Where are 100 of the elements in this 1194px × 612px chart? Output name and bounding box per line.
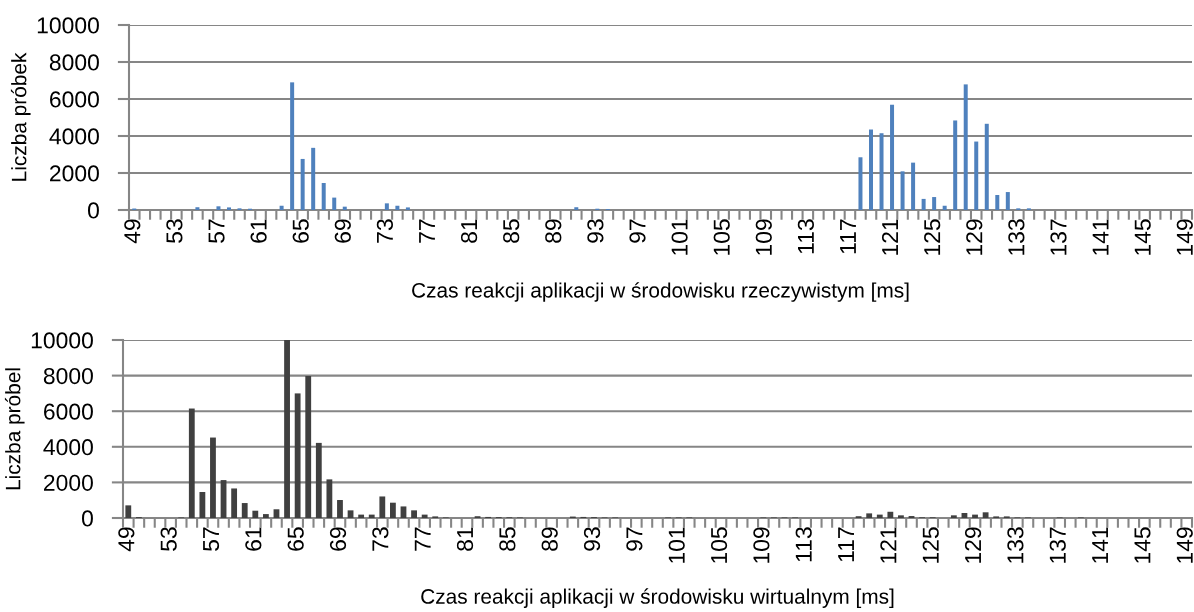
x-tick-label: 69	[334, 219, 351, 243]
x-tick-label: 121	[880, 527, 897, 563]
bar	[379, 496, 386, 518]
bar	[411, 510, 417, 518]
bar	[858, 157, 863, 210]
bar	[210, 437, 216, 518]
x-tick-label: 81	[456, 527, 474, 551]
bar	[125, 505, 132, 518]
bar	[405, 207, 410, 210]
bar	[421, 514, 428, 518]
bar	[337, 500, 343, 518]
bar	[898, 515, 904, 518]
y-tick-label: 2000	[44, 474, 93, 491]
bar	[252, 510, 259, 518]
x-tick-label: 85	[499, 527, 516, 551]
y-tick-label: 8000	[49, 54, 99, 71]
x-tick-label: 125	[924, 219, 941, 255]
x-tick-label: 133	[1008, 219, 1025, 255]
x-tick-label: 105	[710, 527, 728, 563]
x-tick-label: 101	[668, 527, 685, 563]
x-tick-label: 129	[966, 219, 983, 255]
x-tick-label: 121	[881, 219, 898, 255]
x-tick-label: 81	[460, 219, 478, 243]
x-tick-label: 93	[583, 527, 601, 551]
bar	[368, 514, 375, 518]
bar	[921, 198, 926, 210]
x-tick-label: 57	[208, 219, 225, 243]
x-tick-label: 105	[713, 219, 730, 255]
bar	[294, 393, 301, 518]
x-tick-label: 133	[1007, 527, 1024, 563]
x-tick-label: 117	[840, 219, 856, 254]
x-tick-label: 69	[329, 527, 347, 551]
x-tick-label: 65	[287, 527, 304, 551]
bar	[879, 133, 884, 210]
bar	[284, 340, 290, 518]
bar	[974, 141, 979, 210]
bar	[290, 82, 295, 210]
bar	[311, 147, 316, 210]
bar	[395, 205, 400, 210]
x-tick-label: 117	[838, 527, 854, 562]
y-axis-title: Liczba próbel	[4, 368, 25, 490]
x-tick-label: 89	[545, 219, 562, 243]
bar	[932, 197, 937, 210]
bar	[984, 123, 989, 210]
y-tick-label: 6000	[50, 91, 99, 108]
x-tick-label: 49	[118, 527, 135, 552]
bar	[982, 512, 989, 518]
bar	[900, 171, 905, 210]
x-tick-label: 109	[753, 527, 770, 563]
bar	[241, 503, 248, 518]
bar	[332, 197, 337, 210]
y-axis-title: Liczba próbek	[10, 52, 31, 181]
bar	[890, 104, 895, 210]
x-tick-label: 141	[1092, 219, 1109, 255]
bar	[866, 513, 873, 518]
y-tick-label: 10000	[37, 17, 99, 34]
bar	[300, 158, 305, 210]
x-tick-label: 65	[292, 219, 309, 243]
bar	[326, 479, 333, 518]
x-tick-label: 101	[671, 219, 688, 255]
bar	[321, 182, 326, 210]
x-tick-label: 129	[964, 527, 982, 563]
bar	[876, 514, 883, 518]
y-tick-label: 6000	[44, 403, 93, 420]
x-tick-label: 141	[1092, 527, 1108, 563]
bar	[279, 205, 284, 210]
x-tick-label: 93	[587, 219, 604, 243]
bar	[972, 514, 978, 518]
x-tick-label: 149	[1176, 527, 1193, 563]
x-tick-label: 137	[1050, 219, 1067, 255]
x-tick-label: 149	[1176, 219, 1193, 255]
bar	[389, 502, 396, 518]
x-tick-label: 61	[245, 527, 262, 551]
y-tick-label: 4000	[43, 439, 93, 456]
x-tick-label: 97	[626, 527, 643, 551]
bar	[869, 129, 873, 210]
bar	[995, 195, 1000, 210]
x-tick-label: 145	[1134, 527, 1151, 563]
x-tick-label: 113	[797, 219, 814, 254]
bar	[358, 514, 365, 518]
x-tick-label: 77	[414, 527, 431, 551]
y-tick-label: 4000	[49, 128, 99, 145]
x-tick-label: 53	[160, 527, 177, 551]
y-tick-label: 0	[87, 202, 99, 219]
x-tick-label: 73	[372, 527, 389, 551]
x-tick-label: 73	[376, 219, 394, 243]
bar	[199, 492, 206, 518]
bar	[384, 203, 389, 210]
x-tick-label: 61	[250, 219, 267, 243]
bar	[963, 84, 968, 210]
x-tick-label: 89	[541, 527, 558, 551]
bar	[400, 506, 407, 518]
x-tick-label: 125	[922, 527, 939, 563]
bar	[574, 207, 579, 210]
y-tick-label: 8000	[43, 367, 93, 385]
bar	[231, 488, 238, 518]
bar	[262, 514, 269, 518]
bar	[315, 442, 322, 518]
x-tick-label: 57	[203, 527, 220, 551]
y-tick-label: 2000	[50, 165, 99, 182]
